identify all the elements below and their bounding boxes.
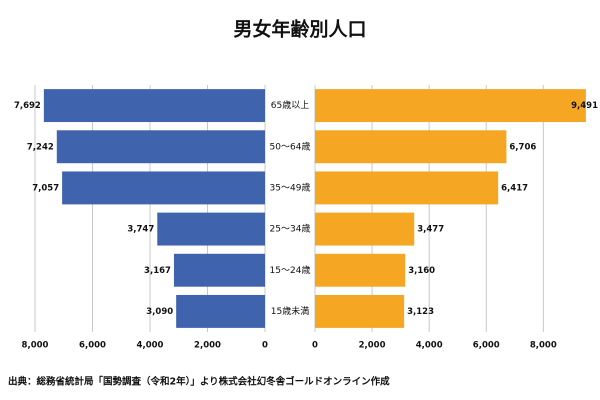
category-label: 15〜24歳 (270, 264, 311, 276)
value-label: 7,242 (27, 142, 54, 152)
category-label: 35〜49歳 (270, 181, 311, 193)
value-label: 9,491 (571, 101, 598, 111)
bar (56, 130, 266, 164)
category-label: 25〜34歳 (270, 223, 311, 235)
bar (62, 171, 265, 205)
x-tick-label: 2,000 (194, 341, 221, 351)
x-tick-label: 8,000 (530, 341, 557, 351)
chart-title: 男女年齢別人口 (233, 18, 366, 41)
bar (315, 294, 405, 328)
bar (43, 89, 266, 123)
bar (315, 89, 586, 123)
x-tick-label: 0 (312, 341, 318, 351)
bar (315, 212, 415, 246)
bar (315, 171, 499, 205)
x-tick-label: 4,000 (416, 341, 443, 351)
x-tick-label: 8,000 (22, 341, 49, 351)
x-tick-label: 6,000 (79, 341, 106, 351)
value-label: 7,057 (32, 183, 59, 193)
value-label: 7,692 (14, 101, 41, 111)
bar (176, 294, 265, 328)
value-label: 3,167 (144, 266, 171, 276)
bar (315, 130, 507, 164)
value-label: 3,090 (146, 307, 173, 317)
category-label: 15歳未満 (271, 305, 309, 317)
x-tick-label: 0 (262, 341, 268, 351)
bar (315, 253, 406, 287)
value-label: 6,417 (501, 183, 528, 193)
source-note: 出典：総務省統計局「国勢調査（令和2年）」より株式会社幻冬舎ゴールドオンライン作… (8, 376, 390, 388)
category-label: 50〜64歳 (270, 140, 311, 152)
category-label: 65歳以上 (271, 99, 309, 111)
value-label: 3,123 (407, 307, 434, 317)
value-label: 3,747 (127, 225, 154, 235)
value-label: 3,477 (417, 225, 444, 235)
x-tick-label: 6,000 (473, 341, 500, 351)
value-label: 3,160 (408, 266, 435, 276)
x-tick-label: 4,000 (137, 341, 164, 351)
bar (173, 253, 265, 287)
x-tick-label: 2,000 (359, 341, 386, 351)
value-label: 6,706 (509, 142, 536, 152)
bar (157, 212, 265, 246)
